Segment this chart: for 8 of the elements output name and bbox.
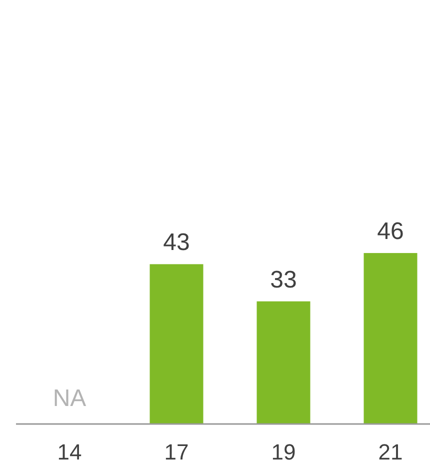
x-tick-label: 14 [57,440,82,465]
x-tick-label: 21 [378,440,403,465]
x-tick-label: 19 [271,440,296,465]
data-label: 33 [270,266,297,294]
data-label: 43 [163,229,190,256]
x-tick-label: 17 [164,440,189,465]
text: NA [52,385,86,412]
data-label: 46 [377,218,404,246]
